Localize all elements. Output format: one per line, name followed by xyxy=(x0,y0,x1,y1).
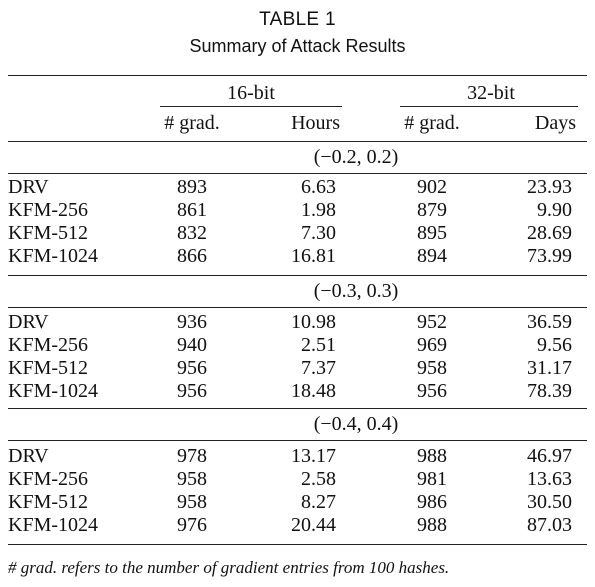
cell-grad16: 936 xyxy=(177,311,207,333)
cell-grad32: 952 xyxy=(417,311,447,333)
row-label: KFM-1024 xyxy=(8,380,99,402)
cell-grad16: 861 xyxy=(177,199,207,221)
row-label: KFM-256 xyxy=(8,468,89,490)
cell-grad32: 988 xyxy=(417,445,447,467)
cell-hours: 7.37 xyxy=(301,357,336,379)
cell-grad16: 940 xyxy=(177,334,207,356)
row-label: DRV xyxy=(8,311,49,333)
cell-hours: 2.58 xyxy=(301,468,336,490)
cell-grad16: 956 xyxy=(177,380,207,402)
bottom-rule xyxy=(8,544,587,545)
row-label: KFM-512 xyxy=(8,491,89,513)
cell-grad32: 956 xyxy=(417,380,447,402)
cell-grad32: 902 xyxy=(417,176,447,198)
top-rule xyxy=(8,75,587,76)
row-label: DRV xyxy=(8,176,49,198)
col-header-hours: Hours xyxy=(291,112,340,134)
row-label: KFM-512 xyxy=(8,357,89,379)
cell-days: 28.69 xyxy=(527,222,572,244)
section-divider xyxy=(8,408,587,409)
cell-grad16: 832 xyxy=(177,222,207,244)
cell-hours: 6.63 xyxy=(301,176,336,198)
cell-grad32: 895 xyxy=(417,222,447,244)
header-16bit-rule xyxy=(160,106,342,107)
cell-grad32: 988 xyxy=(417,514,447,536)
cell-days: 73.99 xyxy=(527,245,572,267)
cell-hours: 8.27 xyxy=(301,491,336,513)
section-rule xyxy=(8,173,587,174)
cell-days: 30.50 xyxy=(527,491,572,513)
cell-days: 36.59 xyxy=(527,311,572,333)
cell-days: 13.63 xyxy=(527,468,572,490)
cell-days: 9.56 xyxy=(537,334,572,356)
row-label: KFM-1024 xyxy=(8,245,99,267)
header-16bit: 16-bit xyxy=(227,82,275,104)
cell-hours: 13.17 xyxy=(291,445,336,467)
row-label: DRV xyxy=(8,445,49,467)
cell-grad32: 986 xyxy=(417,491,447,513)
cell-grad32: 981 xyxy=(417,468,447,490)
cell-hours: 2.51 xyxy=(301,334,336,356)
cell-hours: 16.81 xyxy=(291,245,336,267)
col-header-grad-16: # grad. xyxy=(164,112,220,134)
cell-grad16: 978 xyxy=(177,445,207,467)
cell-grad32: 879 xyxy=(417,199,447,221)
cell-hours: 1.98 xyxy=(301,199,336,221)
section-range-header: (−0.3, 0.3) xyxy=(313,280,399,302)
cell-grad16: 958 xyxy=(177,468,207,490)
header-32bit-rule xyxy=(400,106,578,107)
cell-hours: 20.44 xyxy=(291,514,336,536)
cell-grad32: 969 xyxy=(417,334,447,356)
cell-grad16: 958 xyxy=(177,491,207,513)
cell-grad32: 894 xyxy=(417,245,447,267)
cell-days: 9.90 xyxy=(537,199,572,221)
cell-grad32: 958 xyxy=(417,357,447,379)
col-header-grad-32: # grad. xyxy=(404,112,460,134)
footnote: # grad. refers to the number of gradient… xyxy=(8,558,450,577)
cell-grad16: 976 xyxy=(177,514,207,536)
section-rule xyxy=(8,307,587,308)
row-label: KFM-256 xyxy=(8,334,89,356)
header-32bit: 32-bit xyxy=(467,82,515,104)
cell-grad16: 866 xyxy=(177,245,207,267)
cell-days: 23.93 xyxy=(527,176,572,198)
row-label: KFM-1024 xyxy=(8,514,99,536)
cell-grad16: 893 xyxy=(177,176,207,198)
cell-hours: 10.98 xyxy=(291,311,336,333)
cell-days: 87.03 xyxy=(527,514,572,536)
col-header-days: Days xyxy=(534,112,576,134)
table-label: TABLE 1 xyxy=(259,9,336,30)
section-range-header: (−0.2, 0.2) xyxy=(313,146,399,168)
row-label: KFM-256 xyxy=(8,199,89,221)
table-title: Summary of Attack Results xyxy=(189,36,406,56)
header-bottom-rule xyxy=(8,141,587,142)
cell-hours: 7.30 xyxy=(301,222,336,244)
cell-days: 78.39 xyxy=(527,380,572,402)
cell-grad16: 956 xyxy=(177,357,207,379)
section-divider xyxy=(8,275,587,276)
cell-days: 31.17 xyxy=(527,357,572,379)
row-label: KFM-512 xyxy=(8,222,89,244)
cell-days: 46.97 xyxy=(527,445,572,467)
cell-hours: 18.48 xyxy=(291,380,336,402)
section-rule xyxy=(8,440,587,441)
section-range-header: (−0.4, 0.4) xyxy=(313,413,399,435)
